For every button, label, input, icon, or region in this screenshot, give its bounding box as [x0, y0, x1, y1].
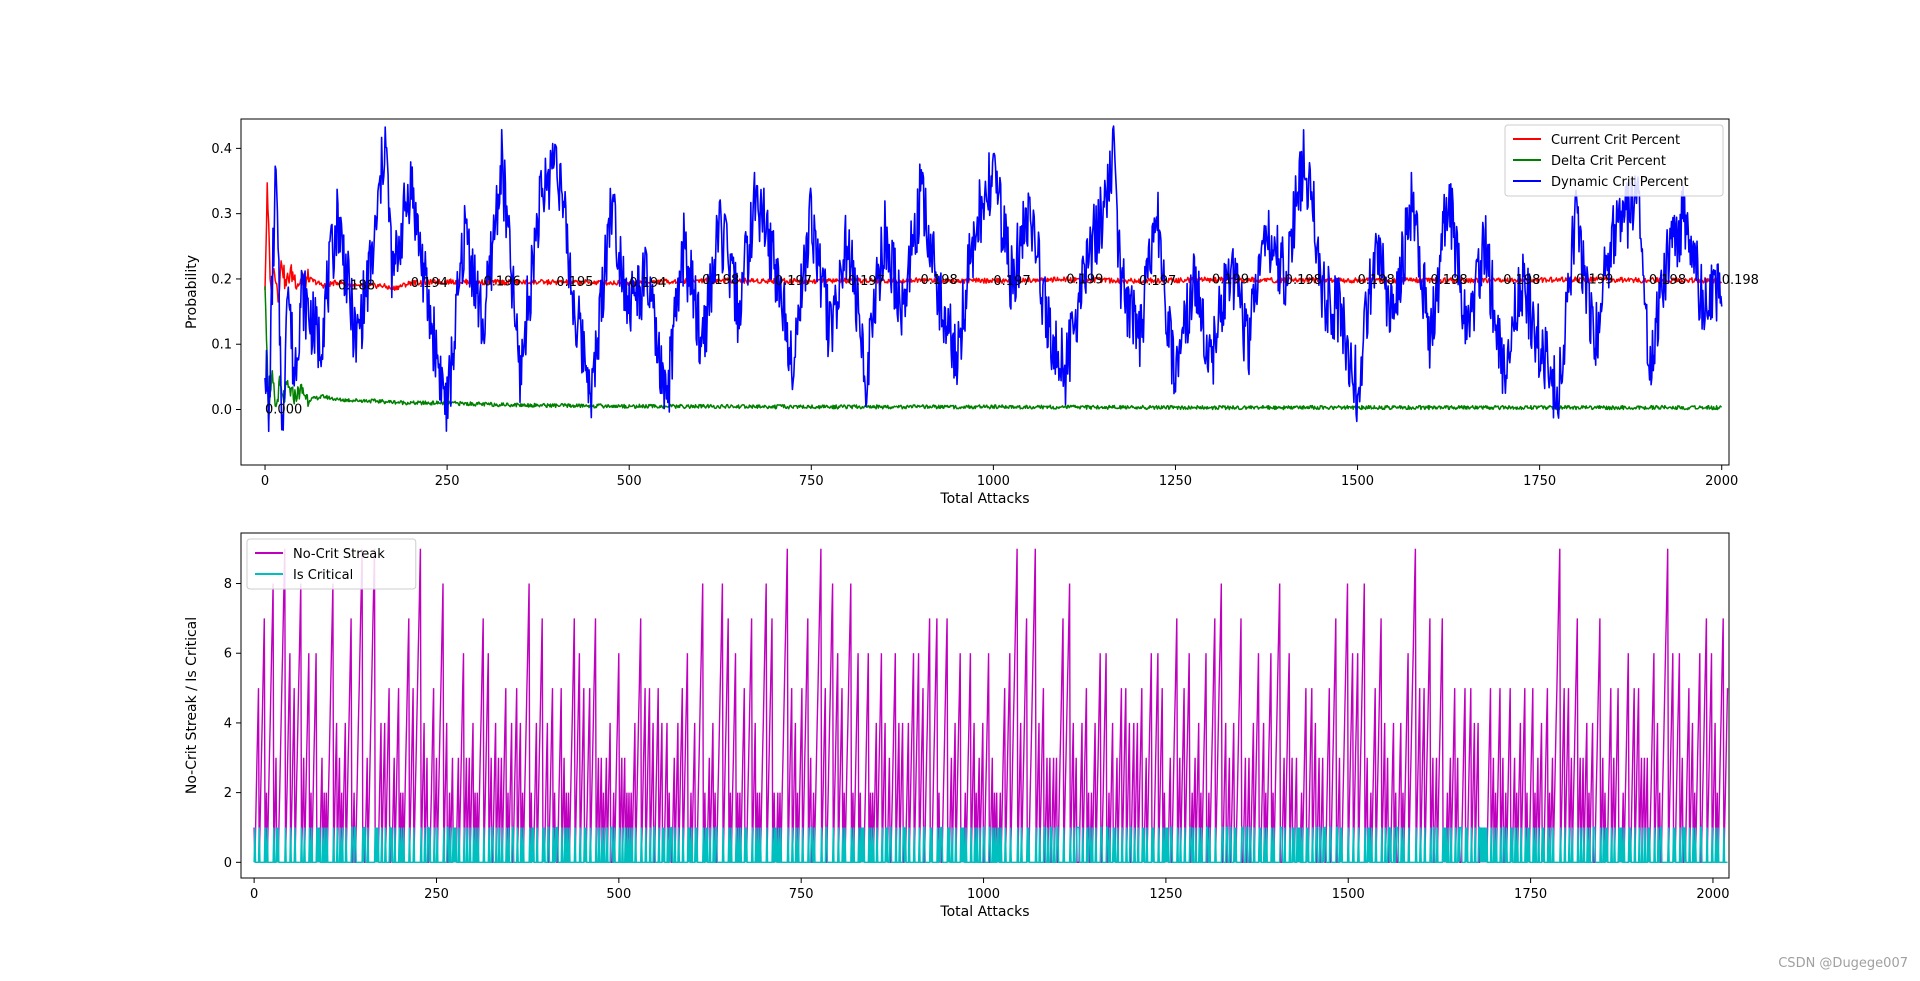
y-tick-label: 0.1	[211, 338, 232, 353]
x-tick-label: 1500	[1341, 474, 1374, 489]
value-annotation: 0.196	[484, 275, 521, 290]
x-tick-label: 1000	[977, 474, 1010, 489]
value-annotation: 0.198	[1649, 273, 1686, 288]
value-annotation: 0.199	[1576, 273, 1613, 288]
streak-chart: 0 250 500 750 1000 1250 1500 1750 2000 0 2 4 6 8 Total…	[184, 532, 1730, 920]
legend-label: No-Crit Streak	[293, 547, 385, 562]
value-annotation: 0.194	[411, 276, 448, 291]
value-annotation: 0.197	[1139, 274, 1176, 289]
value-annotation: 0.199	[1212, 273, 1249, 288]
y-tick-label: 0	[224, 856, 232, 871]
value-annotation: 0.194	[629, 276, 666, 291]
value-annotation: 0.188	[338, 278, 375, 293]
value-annotation: 0.197	[993, 274, 1030, 289]
series-line-delta	[264, 286, 1722, 422]
y-tick-label: 0.0	[211, 403, 232, 418]
x-tick-label: 0	[250, 887, 258, 902]
y-tick-label: 8	[224, 577, 232, 592]
value-annotation: 0.195	[556, 275, 593, 290]
y-tick-label: 4	[224, 716, 232, 731]
value-annotation: 0.000	[265, 403, 302, 418]
legend-label: Dynamic Crit Percent	[1551, 175, 1689, 190]
x-tick-label: 0	[261, 474, 269, 489]
value-annotation: 0.198	[1722, 273, 1759, 288]
legend-frame	[246, 538, 417, 590]
value-annotation: 0.197	[848, 274, 885, 289]
x-tick-label: 2000	[1705, 474, 1738, 489]
series-line-dynamic	[264, 125, 1723, 433]
value-annotation: 0.198	[702, 273, 739, 288]
value-annotation: 0.198	[1285, 273, 1322, 288]
x-tick-label: 1000	[967, 887, 1000, 902]
x-tick-label: 250	[424, 887, 449, 902]
value-annotation: 0.197	[775, 274, 812, 289]
legend: Current Crit Percent Delta Crit Percent Dy…	[1504, 124, 1724, 197]
x-tick-label: 750	[799, 474, 824, 489]
probability-chart: 0 250 500 750 1000 1250 1500 1750 2000 0.0 0.1 0.2 0…	[184, 118, 1759, 507]
x-tick-label: 1750	[1523, 474, 1556, 489]
series-line-critical	[253, 826, 1728, 863]
y-tick-label: 2	[224, 786, 232, 801]
legend-label: Delta Crit Percent	[1551, 154, 1666, 169]
y-tick-label: 6	[224, 647, 232, 662]
x-tick-label: 750	[789, 887, 814, 902]
x-tick-label: 500	[606, 887, 631, 902]
y-tick-label: 0.3	[211, 207, 232, 222]
y-tick-label: 0.2	[211, 272, 232, 287]
y-axis-label: Probability	[184, 255, 200, 329]
x-tick-label: 250	[435, 474, 460, 489]
x-tick-label: 1250	[1149, 887, 1182, 902]
x-tick-label: 1250	[1159, 474, 1192, 489]
x-axis-label: Total Attacks	[939, 904, 1029, 920]
y-axis-label: No-Crit Streak / Is Critical	[184, 617, 200, 794]
plot-frame	[240, 118, 1730, 466]
value-annotation: 0.199	[1066, 273, 1103, 288]
series-line-streak	[253, 548, 1729, 863]
plot-frame	[240, 532, 1730, 879]
legend: No-Crit Streak Is Critical	[246, 538, 417, 590]
x-tick-label: 1750	[1514, 887, 1547, 902]
legend-frame	[1504, 124, 1724, 197]
value-annotation: 0.198	[1358, 273, 1395, 288]
x-tick-label: 1500	[1332, 887, 1365, 902]
y-tick-label: 0.4	[211, 142, 232, 157]
value-annotation: 0.198	[1503, 273, 1540, 288]
x-tick-label: 2000	[1696, 887, 1729, 902]
legend-label: Current Crit Percent	[1551, 133, 1680, 148]
watermark: CSDN @Dugege007	[1778, 956, 1908, 971]
legend-label: Is Critical	[293, 568, 353, 583]
x-axis-label: Total Attacks	[939, 491, 1029, 507]
value-annotation: 0.198	[921, 273, 958, 288]
x-tick-label: 500	[617, 474, 642, 489]
value-annotation: 0.198	[1430, 273, 1467, 288]
